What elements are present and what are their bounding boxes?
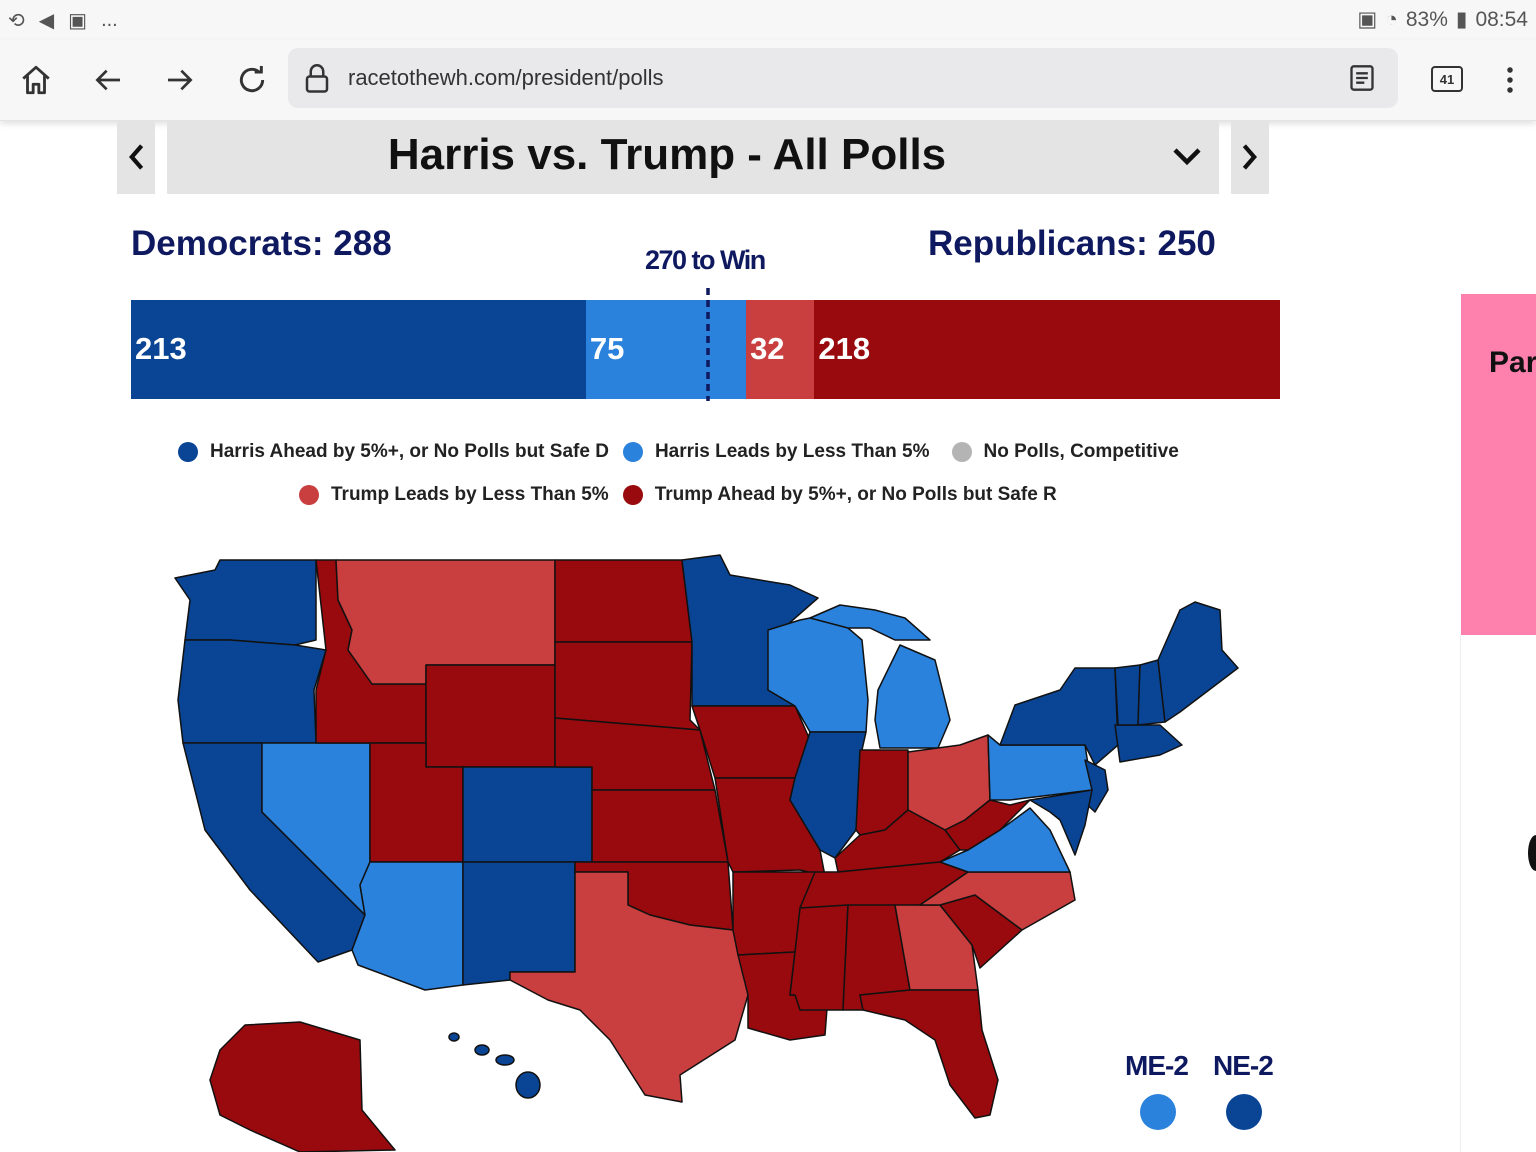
- legend-item-competitive: No Polls, Competitive: [951, 441, 1179, 463]
- legend-label: Harris Ahead by 5%+, or No Polls but Saf…: [210, 441, 609, 462]
- state-hawaii-big[interactable]: [515, 1071, 541, 1099]
- state-hawaii-maui[interactable]: [495, 1054, 515, 1066]
- legend-item-safe-d: Harris Ahead by 5%+, or No Polls but Saf…: [178, 441, 609, 463]
- lock-icon: [305, 64, 329, 93]
- battery-percent: 83%: [1405, 7, 1448, 31]
- republicans-total: Republicans: 250: [928, 224, 1216, 263]
- state-wyoming[interactable]: [425, 664, 556, 768]
- safe-d-votes: 213: [135, 331, 187, 366]
- browser-toolbar: racetothewh.com/president/polls 41: [0, 40, 1536, 121]
- legend-dot: [951, 442, 972, 462]
- chevron-left-icon: [129, 144, 144, 170]
- battery-icon: ▮: [1455, 8, 1468, 31]
- safe-r-votes: 218: [818, 331, 871, 366]
- state-washington[interactable]: [174, 559, 317, 646]
- state-south-dakota[interactable]: [554, 641, 701, 731]
- threshold-line: [705, 288, 710, 401]
- chevron-right-icon: [1242, 144, 1257, 170]
- state-new-england-south[interactable]: [1114, 724, 1183, 763]
- state-vermont[interactable]: [1114, 664, 1141, 726]
- district-me2-label: ME-2: [1125, 1050, 1189, 1081]
- legend-dot: [622, 485, 643, 505]
- state-michigan-up[interactable]: [809, 604, 931, 641]
- state-florida[interactable]: [859, 989, 999, 1119]
- poll-dropdown[interactable]: Harris vs. Trump - All Polls: [167, 120, 1219, 194]
- reload-button[interactable]: [230, 58, 274, 102]
- status-bar: ⟲ ◀ ▣ ... ▣ ◔ 83% ▮ 08:54: [0, 0, 1536, 40]
- more-vertical-icon: [1507, 67, 1513, 93]
- state-alaska[interactable]: [209, 1021, 396, 1152]
- partial-circle: [1528, 835, 1536, 871]
- us-electoral-map: [174, 554, 1239, 1152]
- wifi-icon: ◔: [1385, 7, 1398, 31]
- state-north-dakota[interactable]: [554, 559, 693, 643]
- district-ne2-dot[interactable]: [1226, 1094, 1262, 1130]
- menu-button[interactable]: [1488, 58, 1532, 102]
- arrow-left-icon: [95, 69, 120, 91]
- state-colorado[interactable]: [462, 766, 593, 863]
- legend-dot: [299, 485, 319, 505]
- segment-safe-d: 213: [131, 300, 586, 399]
- state-hawaii-kauai[interactable]: [448, 1032, 460, 1042]
- address-bar[interactable]: racetothewh.com/president/polls: [288, 48, 1398, 108]
- state-hawaii-oahu[interactable]: [474, 1044, 490, 1056]
- previous-button[interactable]: [117, 120, 155, 194]
- segment-safe-r: 218: [814, 300, 1280, 399]
- legend-label: Trump Ahead by 5%+, or No Polls but Safe…: [654, 484, 1057, 505]
- threshold-label: 270 to Win: [645, 245, 766, 275]
- home-button[interactable]: [14, 58, 58, 102]
- state-kansas[interactable]: [591, 789, 729, 863]
- state-arizona[interactable]: [351, 861, 464, 991]
- legend-dot: [622, 442, 643, 462]
- segment-lean-d: 75: [585, 300, 747, 399]
- side-divider: [1460, 635, 1461, 1152]
- url-text: racetothewh.com/president/polls: [348, 65, 664, 90]
- state-michigan[interactable]: [874, 644, 951, 749]
- reader-mode-icon[interactable]: [1348, 64, 1376, 92]
- electoral-vote-bar: 213 75 32 218: [131, 288, 1280, 401]
- state-new-mexico[interactable]: [462, 861, 576, 986]
- legend-dot: [178, 442, 198, 462]
- state-maine[interactable]: [1157, 601, 1239, 723]
- lean-r-votes: 32: [750, 331, 785, 366]
- district-ne2-label: NE-2: [1213, 1050, 1274, 1081]
- state-maryland-delaware[interactable]: [1029, 789, 1093, 856]
- tabs-button[interactable]: 41: [1431, 66, 1463, 92]
- state-oregon[interactable]: [177, 639, 327, 744]
- segment-lean-r: 32: [746, 300, 815, 399]
- reload-icon: [239, 66, 265, 93]
- back-button[interactable]: [86, 58, 130, 102]
- legend-row-1: Harris Ahead by 5%+, or No Polls but Saf…: [178, 441, 1179, 463]
- legend-item-lean-d: Harris Leads by Less Than 5%: [622, 441, 930, 463]
- lock-icon: ▣: [1357, 8, 1378, 31]
- forward-button[interactable]: [158, 58, 202, 102]
- lean-d-votes: 75: [589, 331, 625, 366]
- legend-label: No Polls, Competitive: [983, 441, 1179, 462]
- legend-label: Trump Leads by Less Than 5%: [331, 484, 609, 505]
- chevron-down-icon: [1173, 148, 1201, 166]
- gallery-icon: ▣: [68, 10, 88, 32]
- poll-selector: Harris vs. Trump - All Polls: [117, 120, 1269, 194]
- more-notifications: ...: [101, 9, 118, 31]
- state-mississippi[interactable]: [789, 904, 849, 1011]
- side-panel[interactable]: Parl: [1461, 294, 1536, 635]
- poll-title: Harris vs. Trump - All Polls: [387, 130, 947, 179]
- legend-item-lean-r: Trump Leads by Less Than 5%: [299, 484, 609, 506]
- status-icons-right: ▣ ◔ 83% ▮ 08:54: [1357, 7, 1528, 32]
- legend-item-safe-r: Trump Ahead by 5%+, or No Polls but Safe…: [622, 484, 1057, 506]
- arrow-right-icon: [168, 69, 193, 91]
- district-me2-dot[interactable]: [1140, 1094, 1176, 1130]
- status-icons-left: ⟲ ◀ ▣ ...: [8, 8, 118, 33]
- next-button[interactable]: [1231, 120, 1269, 194]
- side-panel-text: Parl: [1489, 346, 1536, 379]
- sync-icon: ⟲: [8, 10, 25, 32]
- clock: 08:54: [1475, 7, 1528, 31]
- state-texas[interactable]: [509, 871, 749, 1103]
- home-icon: [22, 65, 50, 95]
- volume-icon: ◀: [38, 10, 55, 32]
- democrats-total: Democrats: 288: [131, 224, 392, 263]
- legend-label: Harris Leads by Less Than 5%: [654, 441, 930, 462]
- legend-row-2: Trump Leads by Less Than 5% Trump Ahead …: [299, 484, 1057, 506]
